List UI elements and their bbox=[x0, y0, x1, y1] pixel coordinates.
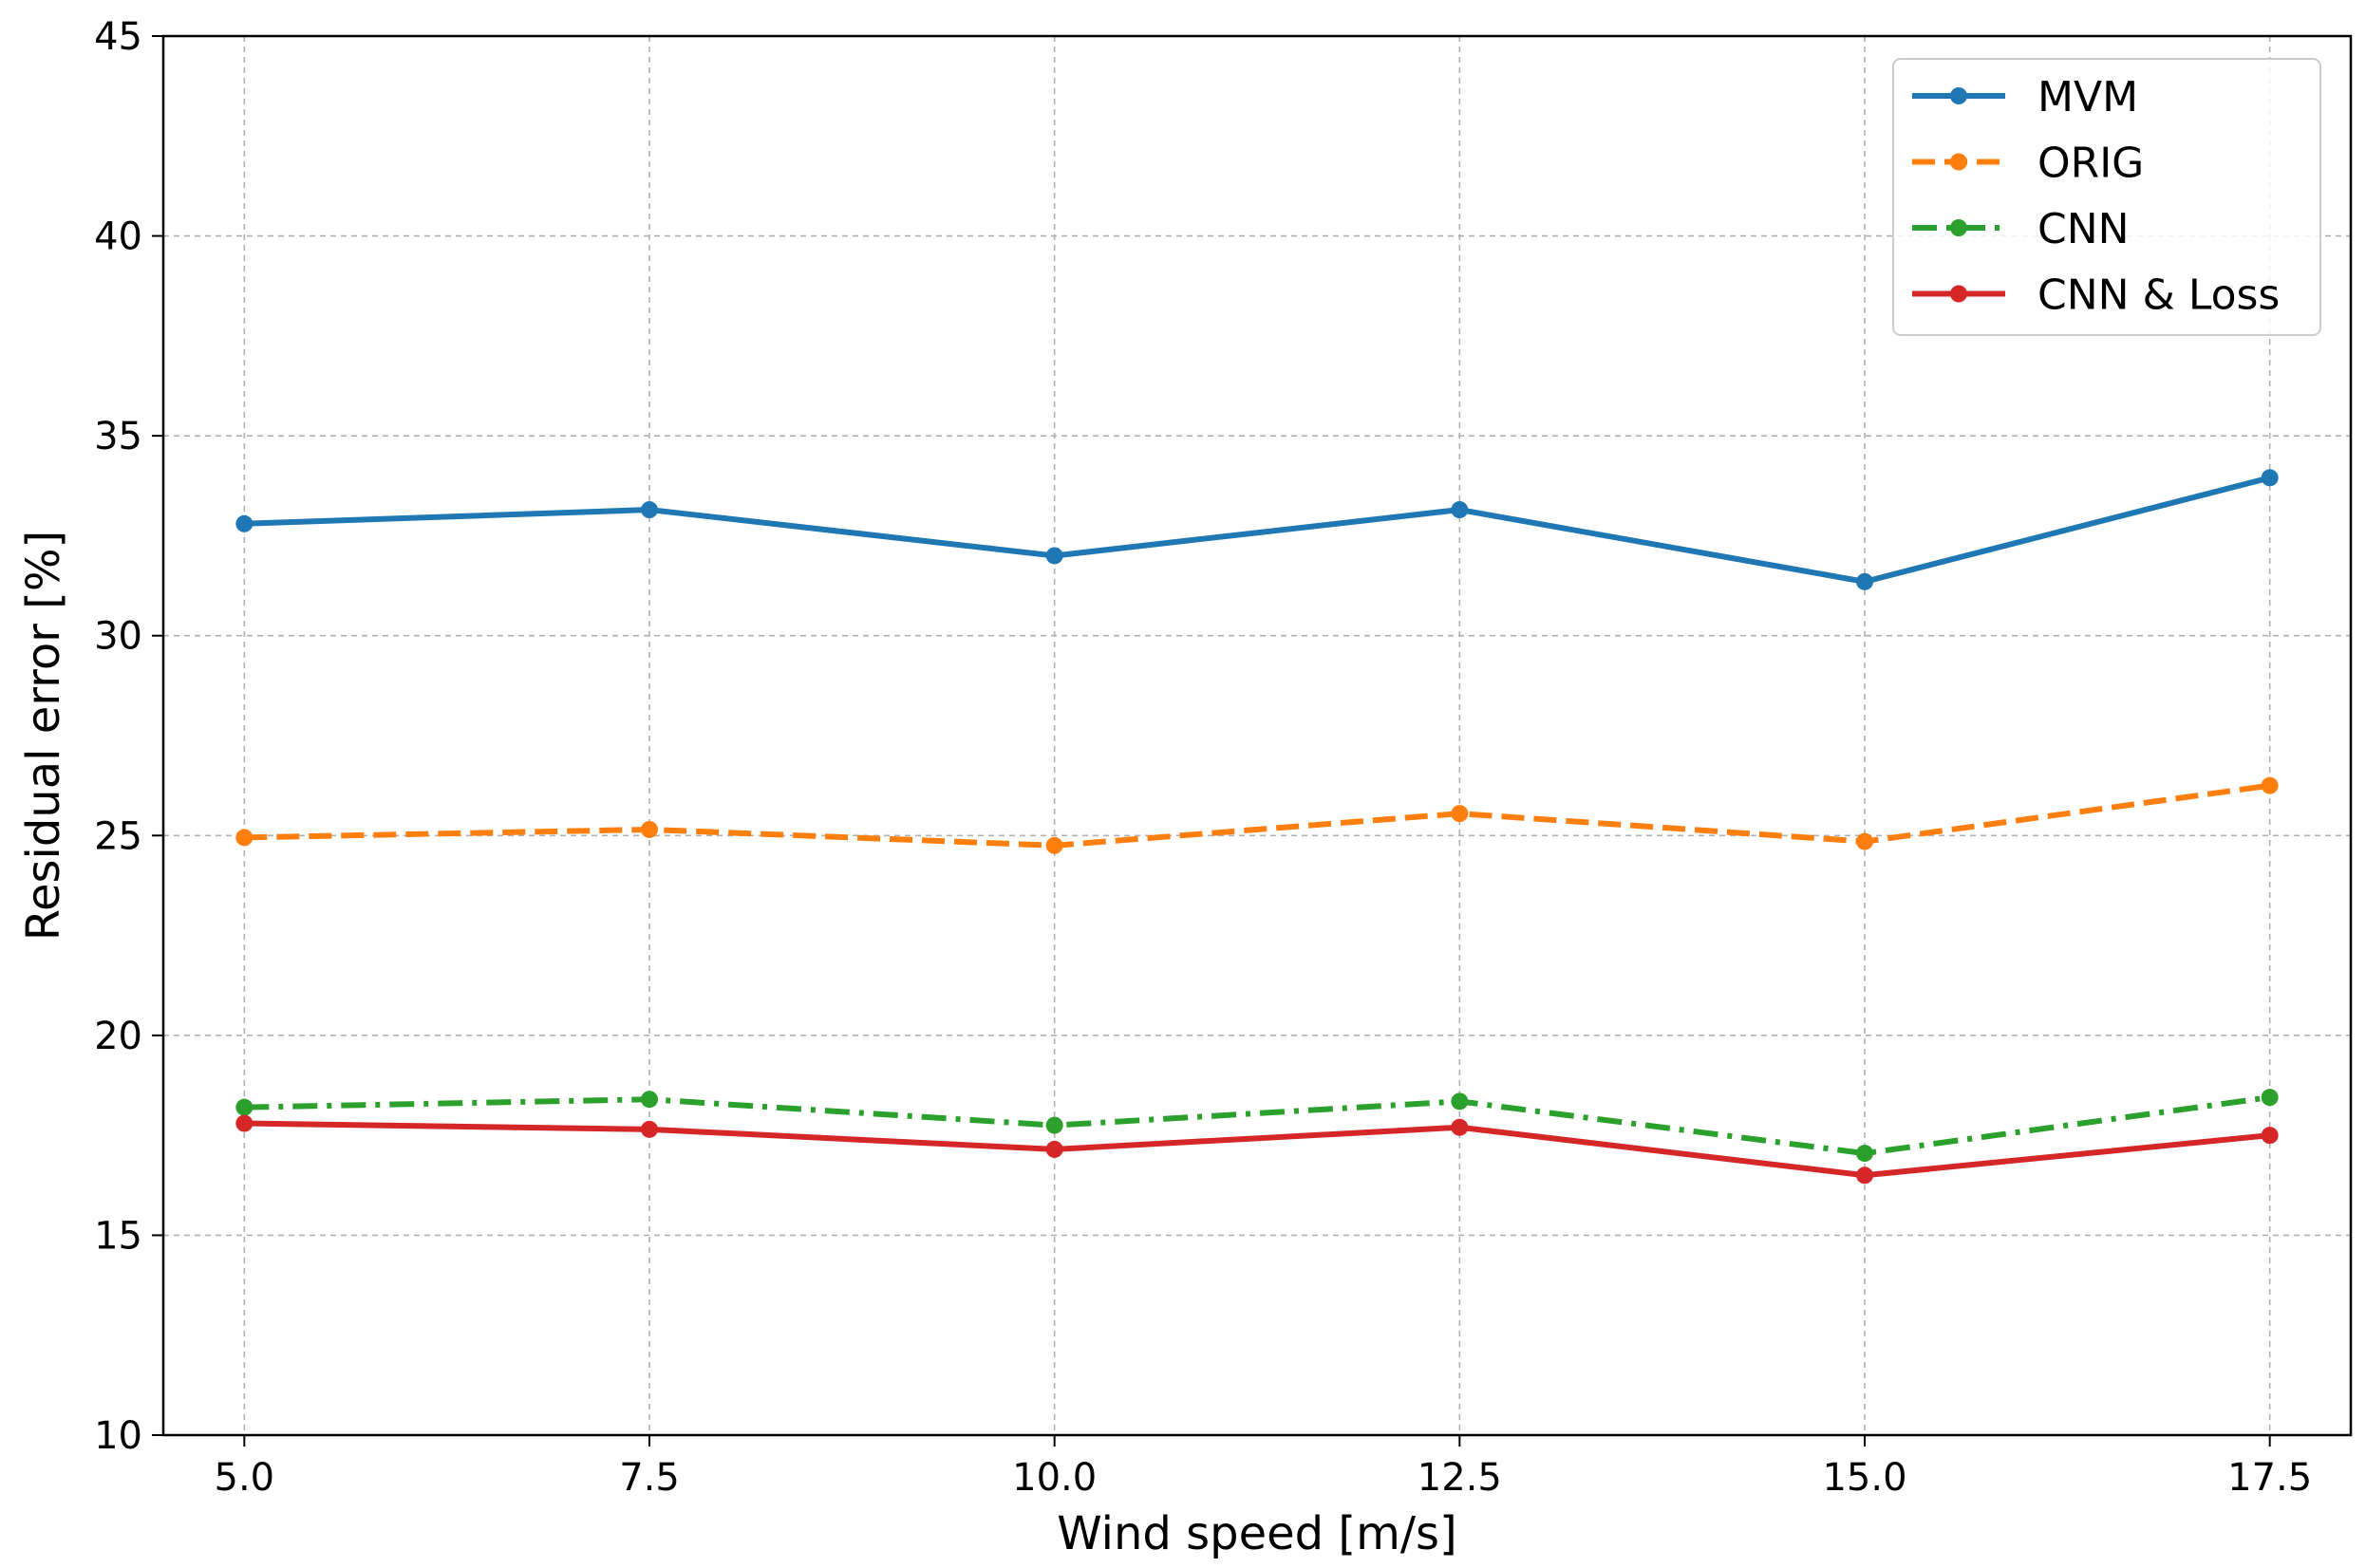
x-axis-label: Wind speed [m/s] bbox=[1057, 1507, 1457, 1560]
data-point-cnn-loss bbox=[1856, 1167, 1873, 1185]
data-point-cnn-loss bbox=[1045, 1140, 1063, 1158]
x-tick-label: 10.0 bbox=[1012, 1456, 1097, 1500]
x-tick-label: 5.0 bbox=[215, 1456, 275, 1500]
x-tick-label: 7.5 bbox=[619, 1456, 680, 1500]
plot-frame bbox=[161, 34, 2353, 1437]
data-point-mvm bbox=[235, 514, 254, 532]
y-tick-label: 30 bbox=[94, 615, 142, 659]
x-tick-label: 15.0 bbox=[1822, 1456, 1906, 1500]
data-point-orig bbox=[1045, 836, 1063, 854]
legend: MVM ORIG CNN CNN & Loss bbox=[1892, 58, 2321, 336]
series-mvm bbox=[235, 469, 2279, 590]
y-tick-label: 40 bbox=[94, 215, 142, 259]
legend-box bbox=[1892, 58, 2321, 336]
y-tick-label: 10 bbox=[94, 1414, 142, 1458]
legend-marker-orig bbox=[1950, 153, 1967, 171]
series-orig bbox=[235, 776, 2279, 854]
series-layer bbox=[235, 469, 2279, 1185]
data-point-mvm bbox=[1451, 501, 1469, 519]
y-axis: 10 15 20 25 30 35 40 45 bbox=[94, 15, 163, 1458]
x-axis: 5.0 7.5 10.0 12.5 15.0 17.5 bbox=[215, 1435, 2312, 1500]
data-point-orig bbox=[2261, 776, 2279, 794]
data-point-mvm bbox=[1856, 572, 1873, 590]
series-cnn bbox=[235, 1089, 2279, 1163]
y-tick-label: 45 bbox=[94, 15, 142, 59]
x-tick-label: 12.5 bbox=[1418, 1456, 1502, 1500]
series-line-mvm bbox=[244, 475, 2271, 585]
data-point-orig bbox=[1451, 805, 1469, 823]
series-line-cnn-loss bbox=[244, 1120, 2270, 1179]
series-cnn-loss bbox=[235, 1114, 2279, 1185]
data-point-mvm bbox=[1045, 547, 1063, 565]
data-point-mvm bbox=[641, 501, 658, 519]
data-point-cnn bbox=[1045, 1116, 1063, 1134]
legend-marker-cnn-loss bbox=[1950, 285, 1967, 303]
y-tick-label: 25 bbox=[94, 814, 142, 858]
data-point-orig bbox=[235, 829, 254, 847]
legend-label-mvm: MVM bbox=[2037, 73, 2138, 121]
legend-marker-cnn bbox=[1950, 219, 1967, 236]
data-point-mvm bbox=[2261, 469, 2279, 487]
y-tick-label: 35 bbox=[94, 415, 142, 458]
data-point-orig bbox=[1856, 832, 1873, 850]
data-point-cnn bbox=[2261, 1089, 2279, 1107]
legend-label-orig: ORIG bbox=[2037, 140, 2144, 188]
data-point-orig bbox=[641, 820, 658, 838]
data-point-cnn bbox=[1856, 1145, 1873, 1163]
data-point-cnn bbox=[641, 1091, 658, 1109]
data-point-cnn-loss bbox=[641, 1120, 658, 1138]
legend-label-cnn-loss: CNN & Loss bbox=[2037, 271, 2280, 320]
data-point-cnn-loss bbox=[1451, 1118, 1469, 1136]
data-point-cnn-loss bbox=[235, 1114, 254, 1132]
x-tick-label: 17.5 bbox=[2227, 1456, 2312, 1500]
y-tick-label: 20 bbox=[94, 1015, 142, 1058]
y-axis-label: Residual error [%] bbox=[17, 531, 70, 942]
series-line-orig bbox=[244, 782, 2271, 849]
data-point-cnn-loss bbox=[2261, 1127, 2279, 1145]
data-point-cnn bbox=[1451, 1092, 1469, 1111]
data-point-cnn bbox=[235, 1098, 254, 1116]
legend-label-cnn: CNN bbox=[2037, 205, 2130, 253]
y-tick-label: 15 bbox=[94, 1214, 142, 1258]
legend-marker-mvm bbox=[1950, 87, 1967, 104]
